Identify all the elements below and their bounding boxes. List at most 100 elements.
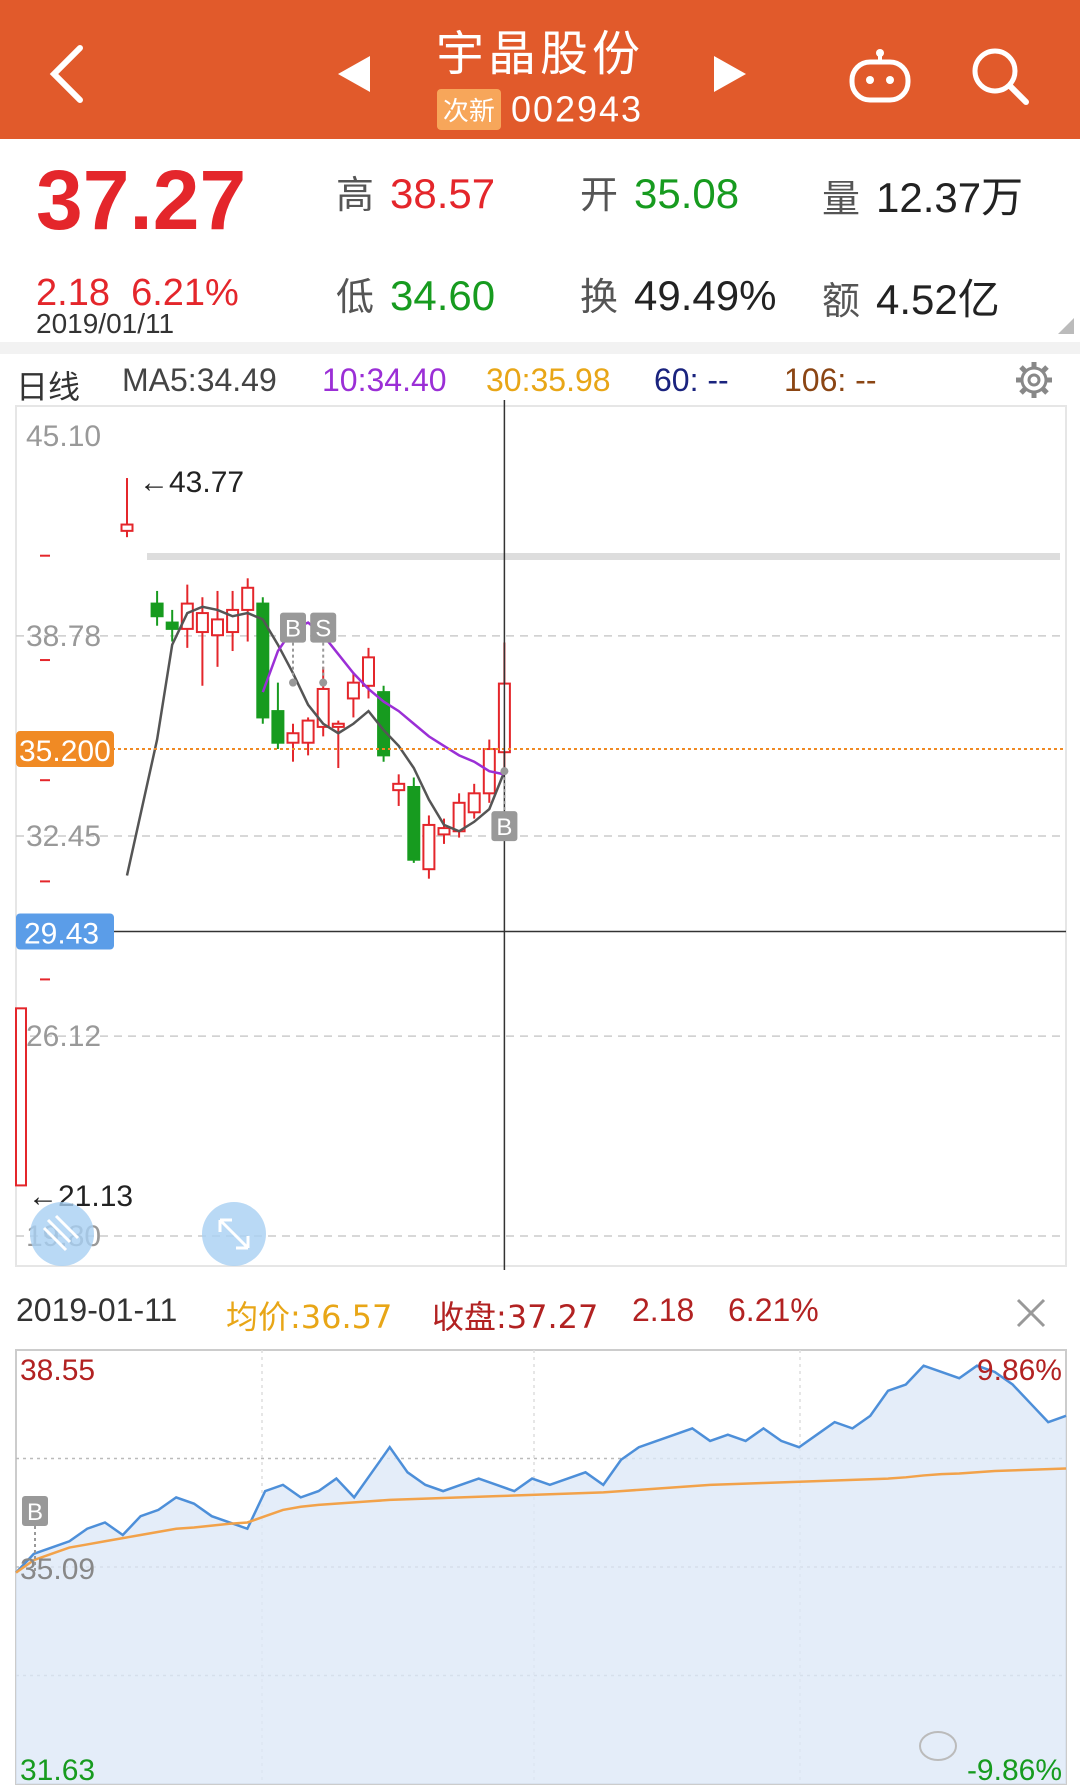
candle-body xyxy=(392,782,406,792)
y-tick-label: 26.12 xyxy=(26,1020,101,1053)
signal-dot xyxy=(319,678,328,687)
detail-date: 2019-01-11 xyxy=(16,1292,178,1328)
detail-info-bar xyxy=(0,1280,1080,1344)
signal-label: B xyxy=(27,1499,43,1526)
open-value: 35.08 xyxy=(634,170,740,217)
candle-body xyxy=(195,612,209,634)
high-value: 38.57 xyxy=(390,170,496,217)
candle-body xyxy=(211,618,224,637)
candle-body xyxy=(422,823,436,871)
crosshair-price-label: 29.43 xyxy=(24,917,99,950)
candle-body xyxy=(407,785,421,861)
signal-label: B xyxy=(496,814,512,841)
stock-name: 宇晶股份 xyxy=(435,26,644,82)
ma106-value: 106: -- xyxy=(784,362,877,398)
price-change: 2.18 6.21% xyxy=(36,272,239,315)
turnover-label: 换 xyxy=(580,275,619,319)
candle-body xyxy=(150,602,164,618)
candle-body xyxy=(226,608,240,634)
stat-turnover: 换 49.49% xyxy=(580,266,776,321)
side-volume-bar xyxy=(15,1007,27,1187)
stat-high: 高 38.57 xyxy=(336,164,495,219)
signal-dot xyxy=(289,678,297,687)
signal-badge xyxy=(22,1496,48,1526)
signal-dot xyxy=(500,767,509,776)
stock-code: 002943 xyxy=(510,88,644,130)
period-label[interactable]: 日线 xyxy=(16,368,81,406)
close-detail-icon[interactable] xyxy=(1014,1296,1048,1330)
amount-value: 4.52亿 xyxy=(876,276,1000,323)
ma10-value: 10:34.40 xyxy=(322,362,447,398)
high-label: 高 xyxy=(336,173,375,217)
ma5-line xyxy=(125,605,506,876)
ma60-value: 60: -- xyxy=(654,362,729,398)
detail-change-pct: 6.21% xyxy=(728,1292,819,1328)
stat-amount: 额 4.52亿 xyxy=(822,266,1000,327)
candle-body xyxy=(316,687,330,728)
y-tick-high: 38.55 xyxy=(20,1354,95,1387)
candle-body xyxy=(362,656,375,687)
ma5-value: MA5:34.49 xyxy=(122,362,277,398)
stock-code-row: 次新 002943 xyxy=(0,86,1080,130)
search-icon[interactable] xyxy=(970,46,1030,106)
current-price: 37.27 xyxy=(36,153,247,247)
signal-badge xyxy=(491,811,518,842)
detail-change: 2.18 xyxy=(632,1292,695,1328)
y-tick-label: 45.10 xyxy=(26,420,101,453)
section-divider xyxy=(0,342,1080,354)
candle-body xyxy=(437,827,451,836)
back-icon[interactable] xyxy=(48,44,88,104)
change-value: 2.18 xyxy=(36,272,110,314)
candle-body xyxy=(452,801,466,833)
right-tick-high: 9.86% xyxy=(977,1354,1062,1387)
candle-body xyxy=(331,722,345,728)
amount-label: 额 xyxy=(822,279,861,323)
candle-body xyxy=(165,621,179,630)
collapse-icon xyxy=(42,1214,80,1252)
next-stock-icon[interactable] xyxy=(712,54,748,94)
low-label: 低 xyxy=(336,275,375,319)
crosshair-price-tag xyxy=(16,913,114,950)
y-tick-low: 31.63 xyxy=(20,1754,95,1787)
signal-badge xyxy=(280,612,306,643)
detail-avg: 均价:36.57 xyxy=(226,1298,393,1336)
candle-body xyxy=(301,719,315,744)
low-value: 34.60 xyxy=(390,272,496,319)
kline-indicator-bar xyxy=(0,354,1080,408)
candle-body xyxy=(120,523,134,532)
candle-body xyxy=(180,602,194,630)
ma30-value: 30:35.98 xyxy=(486,362,611,398)
turnover-value: 49.49% xyxy=(634,272,777,319)
new-stock-badge: 次新 xyxy=(436,88,501,130)
current-price-tag xyxy=(16,731,114,768)
candle-body xyxy=(346,681,360,700)
robot-icon[interactable] xyxy=(848,48,912,104)
candle-body xyxy=(286,732,300,744)
volume-label: 量 xyxy=(822,177,861,221)
candle-body xyxy=(271,710,285,744)
candle-body xyxy=(256,602,270,719)
settings-gear-icon[interactable] xyxy=(1014,360,1054,400)
current-price-label: 35.200 xyxy=(19,735,111,768)
quote-date: 2019/01/11 xyxy=(36,308,175,339)
stat-volume: 量 12.37万 xyxy=(822,164,1023,225)
intraday-chart[interactable]: 38.55 35.09 31.63 9.86% -9.86% B xyxy=(0,1340,1080,1792)
wechat-watermark-icon xyxy=(919,1731,957,1761)
signal-label: B xyxy=(285,616,301,643)
kline-chart[interactable]: 45.1038.7832.4526.1219.80←43.77←21.1335.… xyxy=(0,400,1080,1280)
expand-icon xyxy=(218,1218,250,1250)
resistance-bar xyxy=(147,552,1060,560)
right-tick-low: -9.86% xyxy=(967,1754,1062,1787)
change-percent: 6.21% xyxy=(131,272,239,314)
y-tick-mid: 35.09 xyxy=(20,1553,95,1586)
prev-stock-icon[interactable] xyxy=(336,54,372,94)
expand-corner-icon[interactable] xyxy=(1058,318,1074,334)
price-line xyxy=(15,1364,1067,1574)
volume-value: 12.37万 xyxy=(876,174,1024,221)
high-annotation: ←43.77 xyxy=(139,466,244,499)
y-tick-label: 32.45 xyxy=(26,820,101,853)
detail-close: 收盘:37.27 xyxy=(432,1298,599,1336)
stat-low: 低 34.60 xyxy=(336,266,495,321)
candle-body xyxy=(241,586,255,611)
top-bar: 宇晶股份 次新 002943 xyxy=(0,0,1080,139)
